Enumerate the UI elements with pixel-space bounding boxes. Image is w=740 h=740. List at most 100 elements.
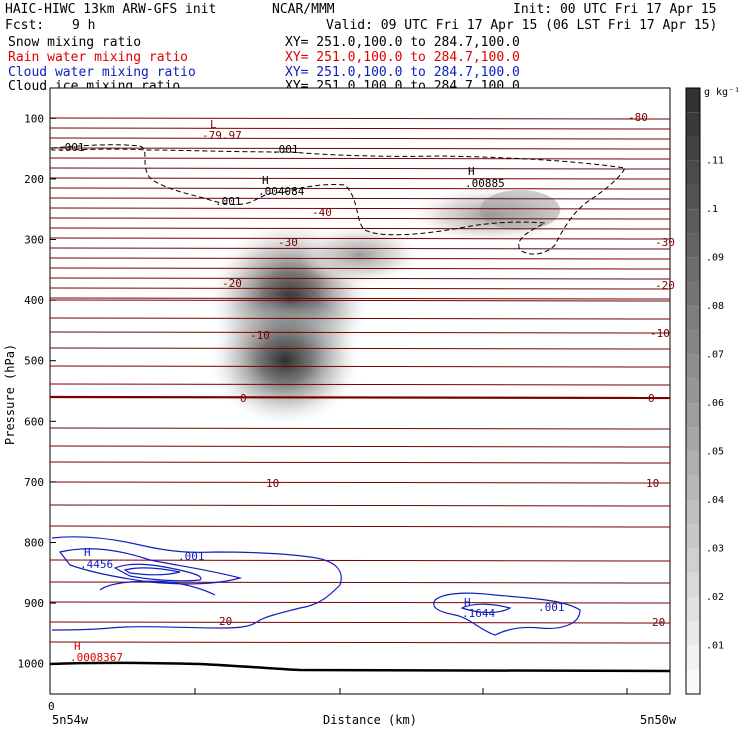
field-rain-xy: XY= 251.0,100.0 to 284.7,100.0 <box>285 50 520 65</box>
x-axis-title: Distance (km) <box>323 713 417 727</box>
y-tick-label: 700 <box>24 476 44 489</box>
y-tick-label: 400 <box>24 294 44 307</box>
temp-label: -30 <box>278 236 298 249</box>
colorbar-tick-label: .1 <box>706 204 718 215</box>
colorbar-frame <box>685 87 701 695</box>
colorbar-cell <box>686 378 700 404</box>
temperature-contour <box>49 525 671 528</box>
cloud-water-contour <box>123 567 181 576</box>
colorbar-cell <box>686 112 700 137</box>
snow-blob <box>300 225 420 285</box>
colorbar-cell <box>686 330 700 355</box>
temp-label: 10 <box>646 477 659 490</box>
cloud-water-contour <box>51 536 342 631</box>
annotation-mark: H <box>74 640 81 653</box>
temp-label: 10 <box>266 477 279 490</box>
temperature-contour <box>49 267 671 270</box>
y-tick-label: 1000 <box>18 658 45 671</box>
temperature-contour <box>49 317 671 320</box>
colorbar: g kg⁻¹ .01 .02 .03 .04 .05 .06 .07 .08 .09 .1 .11 <box>685 87 740 695</box>
temperature-contour <box>49 461 671 464</box>
annotation-value: .004084 <box>258 185 305 198</box>
temp-label: -40 <box>312 206 332 219</box>
colorbar-cell <box>686 475 700 501</box>
temperature-contour <box>49 137 671 140</box>
colorbar-cell <box>686 403 700 428</box>
temp-label: 20 <box>652 616 665 629</box>
y-tick-label: 500 <box>24 355 44 368</box>
snow-blob <box>480 190 560 230</box>
terrain-line <box>49 661 671 673</box>
colorbar-tick-label: .04 <box>706 495 724 506</box>
x-right-label: 5n50w <box>640 713 677 727</box>
colorbar-cell <box>686 88 700 113</box>
temperature-contour <box>49 227 671 230</box>
annotation-mark: H <box>84 546 91 559</box>
y-tick-label: 600 <box>24 415 44 428</box>
colorbar-tick-label: .06 <box>706 398 724 409</box>
colorbar-cell <box>686 645 700 670</box>
colorbar-cell <box>686 427 700 452</box>
temperature-contour <box>49 167 671 170</box>
temperature-contour <box>49 299 671 302</box>
colorbar-tick-label: .05 <box>706 447 724 458</box>
colorbar-cell <box>686 184 700 210</box>
field-snow-xy: XY= 251.0,100.0 to 284.7,100.0 <box>285 35 520 50</box>
colorbar-tick-label: .01 <box>706 641 724 652</box>
y-axis: 100 200 300 400 500 600 700 800 900 1000 <box>18 112 56 671</box>
temperature-label-group: -80 -40 -30 -30 -20 -20 -10 -10 0 0 10 1… <box>219 111 675 629</box>
field-cloudwater-xy: XY= 251.0,100.0 to 284.7,100.0 <box>285 65 520 80</box>
contour-label: .001 <box>215 195 242 208</box>
contour-label: .001 <box>538 601 565 614</box>
temperature-contour <box>49 365 671 368</box>
colorbar-cell <box>686 451 700 476</box>
cloud-water-contour <box>113 563 202 582</box>
zero-degree-contour <box>49 395 671 400</box>
temperature-contour <box>49 641 671 644</box>
temperature-contour <box>49 157 671 160</box>
x-axis: 0 5n54w Distance (km) 5n50w <box>48 688 677 727</box>
temperature-contour <box>49 621 671 624</box>
temp-label: -20 <box>222 277 242 290</box>
x-start-label: 0 <box>48 700 55 713</box>
temperature-contour <box>49 481 671 484</box>
temperature-contour <box>49 197 671 200</box>
x-left-label: 5n54w <box>52 713 89 727</box>
temperature-contour <box>49 147 671 150</box>
cloud-water-contour <box>460 603 512 614</box>
cloud-water-contours <box>51 536 581 636</box>
colorbar-cell <box>686 257 700 282</box>
temperature-contour <box>49 347 671 350</box>
colorbar-tick-label: .03 <box>706 544 724 555</box>
annotation-group: L -79.97 H .004084 H .00885 H .4456 H .1… <box>58 118 565 664</box>
temperature-contour <box>49 297 671 300</box>
temperature-contour <box>49 383 671 386</box>
annotation-value: -79.97 <box>202 129 242 142</box>
annotation-mark: H <box>468 165 475 178</box>
temp-label: 20 <box>219 615 232 628</box>
temperature-contour <box>49 117 671 120</box>
temp-label: -80 <box>628 111 648 124</box>
init-text: Init: 00 UTC Fri 17 Apr 15 <box>513 2 717 17</box>
temp-label: -30 <box>655 236 675 249</box>
colorbar-tick-label: .11 <box>706 156 724 167</box>
title-text: HAIC-HIWC 13km ARW-GFS init <box>5 2 217 17</box>
annotation-value: .0008367 <box>70 651 123 664</box>
colorbar-cell <box>686 597 700 622</box>
y-tick-label: 200 <box>24 173 44 186</box>
colorbar-cell <box>686 500 700 525</box>
temperature-contour <box>49 427 671 430</box>
annotation-value: .4456 <box>80 558 113 571</box>
colorbar-tick-label: .09 <box>706 253 724 264</box>
colorbar-cell <box>686 548 700 573</box>
temp-label: -10 <box>650 327 670 340</box>
temperature-contour <box>49 247 671 250</box>
cloud-water-contour <box>99 580 216 596</box>
annotation-mark: H <box>262 174 269 187</box>
colorbar-cell <box>686 209 700 234</box>
fcst-label: Fcst: <box>5 18 45 33</box>
colorbar-cell <box>686 572 700 598</box>
valid-text: Valid: 09 UTC Fri 17 Apr 15 (06 LST Fri … <box>326 18 718 33</box>
temperature-contour <box>49 177 671 180</box>
